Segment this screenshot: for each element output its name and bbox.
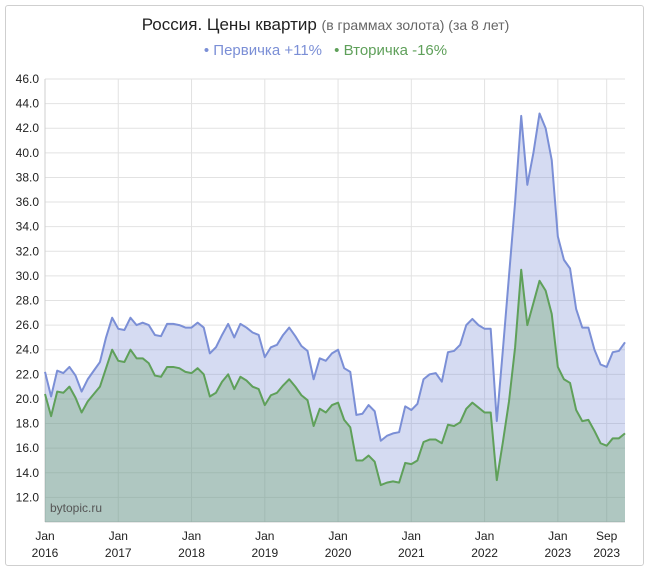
legend-marker-primary: • <box>203 42 210 59</box>
x-tick-label: Jan <box>109 529 128 543</box>
y-tick-label: 28.0 <box>16 294 40 308</box>
x-tick-label: 2022 <box>471 546 498 560</box>
legend-label-primary: Первичка +11% <box>213 42 322 59</box>
y-tick-label: 20.0 <box>16 392 40 406</box>
x-tick-label: 2023 <box>544 546 571 560</box>
y-tick-label: 32.0 <box>16 244 40 258</box>
x-tick-label: 2021 <box>398 546 425 560</box>
y-tick-label: 24.0 <box>16 343 40 357</box>
y-axis-ticks: 46.0 44.0 42.0 40.0 38.0 36.0 34.0 32.0 30.0 28.0… <box>16 72 40 504</box>
legend-marker-secondary: • <box>334 42 340 59</box>
x-tick-label: Jan <box>328 529 347 543</box>
x-tick-label: Sep <box>596 529 618 543</box>
x-tick-label: Jan <box>548 529 567 543</box>
y-tick-label: 14.0 <box>16 466 40 480</box>
y-tick-label: 34.0 <box>16 220 40 234</box>
series-lines <box>44 112 626 487</box>
watermark: bytopic.ru <box>50 501 102 515</box>
chart-title-row: Россия. Цены квартир (в граммах золота) … <box>0 15 651 35</box>
x-tick-label: 2016 <box>32 546 59 560</box>
y-tick-label: 42.0 <box>16 121 40 135</box>
y-tick-label: 22.0 <box>16 367 40 381</box>
x-tick-label: Jan <box>475 529 494 543</box>
x-tick-label: Jan <box>35 529 54 543</box>
y-tick-label: 38.0 <box>16 170 40 184</box>
chart-legend: • Первичка +11% • Вторичка -16% <box>0 42 651 59</box>
series-line-0 <box>44 112 626 442</box>
y-tick-label: 26.0 <box>16 318 40 332</box>
y-tick-label: 12.0 <box>16 490 40 504</box>
series-area-0 <box>45 113 625 523</box>
legend-item-primary[interactable]: • Первичка +11% <box>204 42 326 59</box>
legend-item-secondary[interactable]: • Вторичка -16% <box>334 42 447 59</box>
x-tick-label: 2017 <box>105 546 132 560</box>
x-tick-label: 2020 <box>325 546 352 560</box>
x-tick-label: 2023 <box>593 546 620 560</box>
x-tick-label: 2018 <box>178 546 205 560</box>
chart-title: Россия. Цены квартир <box>141 15 317 34</box>
y-tick-label: 36.0 <box>16 195 40 209</box>
x-axis-ticks: Jan 2016 Jan 2017 Jan 2018 Jan 2019 Jan 2020 Jan 20… <box>32 529 621 560</box>
x-tick-label: Jan <box>402 529 421 543</box>
y-tick-label: 30.0 <box>16 269 40 283</box>
chart-subtitle: (в граммах золота) (за 8 лет) <box>321 17 510 33</box>
series-area-1 <box>45 269 625 522</box>
y-tick-label: 40.0 <box>16 146 40 160</box>
y-tick-label: 44.0 <box>16 97 40 111</box>
grid-lines <box>44 78 625 523</box>
x-tick-label: Jan <box>255 529 274 543</box>
y-tick-label: 18.0 <box>16 417 40 431</box>
x-tick-label: 2019 <box>251 546 278 560</box>
x-tick-label: Jan <box>182 529 201 543</box>
y-tick-label: 46.0 <box>16 72 40 86</box>
y-tick-label: 16.0 <box>16 441 40 455</box>
series-line-1 <box>44 268 626 487</box>
legend-label-secondary: Вторичка -16% <box>343 42 448 59</box>
series-areas <box>45 113 625 523</box>
